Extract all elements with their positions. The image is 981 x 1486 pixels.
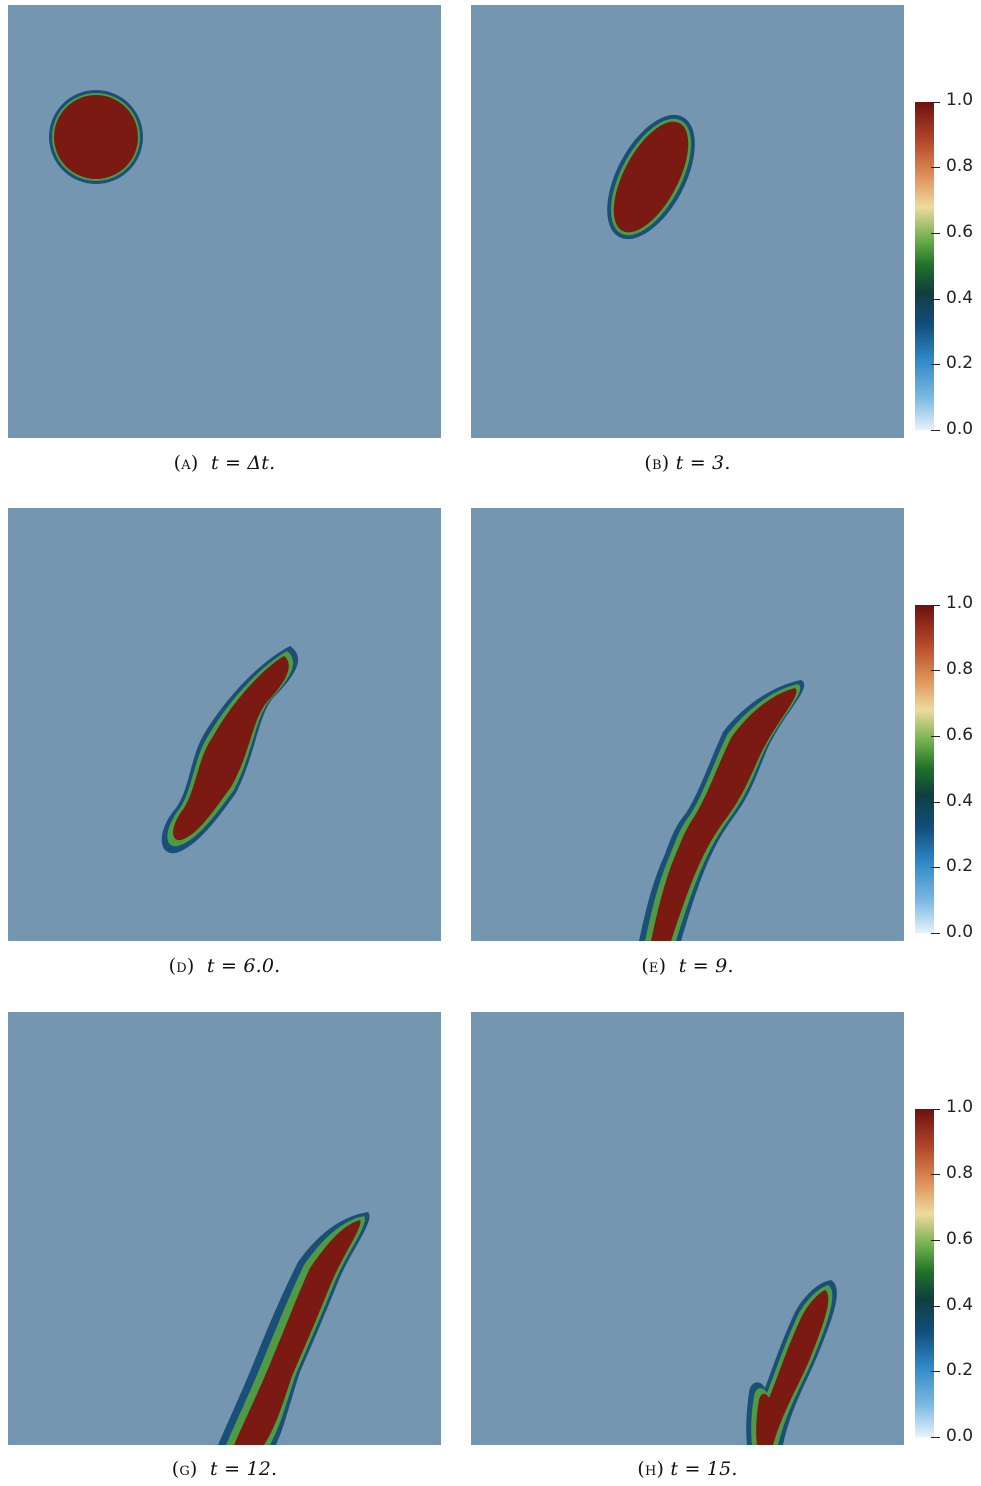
colorbar-label: 0.2 [946, 1360, 974, 1380]
colorbar-tick [931, 736, 940, 737]
colorbar-label: 0.8 [946, 659, 974, 679]
colorbar-tick [931, 933, 940, 934]
colorbar-tick [931, 867, 940, 868]
panel-e [471, 508, 904, 941]
colorbar-tick [931, 364, 940, 365]
colorbar-tick [931, 802, 940, 803]
caption-d: (d) t = 6.0. [168, 955, 281, 977]
colorbar-label: 0.0 [946, 922, 974, 942]
caption-h: (h) t = 15. [637, 1458, 738, 1480]
colorbar-tick [931, 1371, 940, 1372]
caption-g: (g) t = 12. [171, 1458, 278, 1480]
colorbar-label: 1.0 [946, 593, 974, 613]
colorbar-label: 1.0 [946, 90, 974, 110]
colorbar-label: 0.6 [946, 222, 974, 242]
colorbar-tick [931, 167, 940, 168]
caption-a: (a) t = Δt. [173, 452, 276, 474]
colorbar-tick [931, 299, 940, 300]
colorbar-tick [931, 233, 940, 234]
colorbar-tick [931, 102, 940, 103]
colorbar-tick [931, 430, 940, 431]
colorbar-label: 0.4 [946, 288, 974, 308]
colorbar-label: 0.2 [946, 856, 974, 876]
panel-a [8, 5, 441, 438]
colorbar-tick [931, 1240, 940, 1241]
panel-b [471, 5, 904, 438]
panel-d [8, 508, 441, 941]
colorbar-label: 0.6 [946, 725, 974, 745]
colorbar-tick [931, 1437, 940, 1438]
colorbar-label: 0.0 [946, 1426, 974, 1446]
panel-g [8, 1012, 441, 1445]
colorbar-tick [931, 1109, 940, 1110]
colorbar-tick [931, 670, 940, 671]
colorbar-label: 0.4 [946, 791, 974, 811]
colorbar-gradient [915, 102, 934, 430]
colorbar-tick [931, 1174, 940, 1175]
colorbar-label: 0.8 [946, 1163, 974, 1183]
caption-e: (e) t = 9. [641, 955, 734, 977]
colorbar-gradient [915, 1109, 934, 1437]
caption-b: (b) t = 3. [644, 452, 731, 474]
colorbar-tick [931, 1306, 940, 1307]
colorbar-gradient [915, 605, 934, 933]
colorbar-label: 1.0 [946, 1097, 974, 1117]
colorbar-label: 0.2 [946, 353, 974, 373]
colorbar-tick [931, 605, 940, 606]
colorbar-label: 0.4 [946, 1295, 974, 1315]
colorbar-label: 0.8 [946, 156, 974, 176]
panel-h [471, 1012, 904, 1445]
colorbar-label: 0.6 [946, 1229, 974, 1249]
colorbar-label: 0.0 [946, 419, 974, 439]
